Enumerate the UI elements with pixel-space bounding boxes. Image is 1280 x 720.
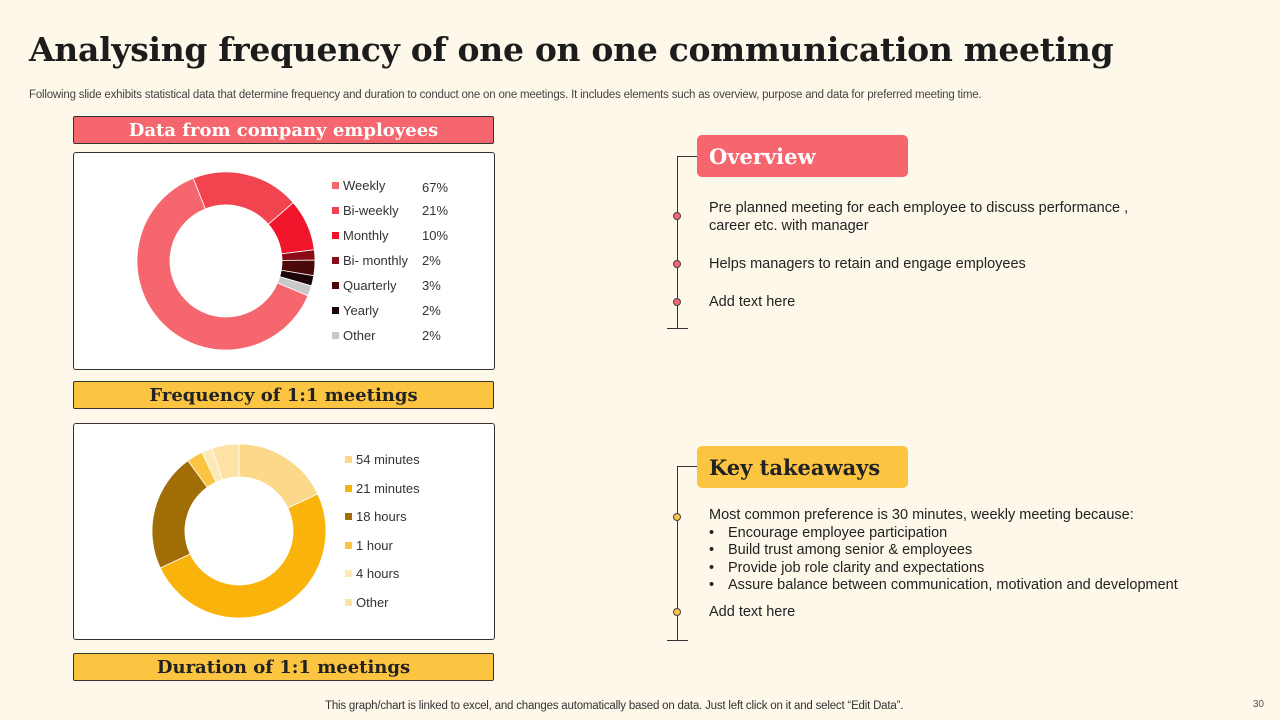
legend-label: Other	[343, 328, 376, 343]
donut-slice-other[interactable]	[211, 443, 240, 481]
legend-label: Other	[356, 595, 389, 610]
frequency-legend: Weekly 67% Bi-weekly 21% Monthly 10% Bi- month…	[74, 153, 494, 369]
legend-item: Monthly	[332, 228, 389, 243]
overview-connector	[677, 156, 698, 157]
takeaways-heading: Key takeaways	[697, 446, 908, 488]
legend-swatch	[332, 182, 339, 189]
duration-donut-chart[interactable]	[74, 424, 494, 639]
legend-swatch	[332, 257, 339, 264]
legend-item: Bi-weekly	[332, 203, 399, 218]
data-label: 2%	[422, 328, 441, 343]
legend-swatch	[332, 307, 339, 314]
legend-item: Weekly	[332, 178, 385, 193]
page-number: 30	[1252, 699, 1264, 710]
overview-bullet-dot	[673, 298, 681, 306]
legend-item: Other	[345, 595, 389, 610]
takeaways-bullet-dot	[673, 608, 681, 616]
takeaways-list: Most common preference is 30 minutes, we…	[709, 507, 1178, 595]
takeaways-intro: Most common preference is 30 minutes, we…	[709, 507, 1134, 523]
legend-label: Bi- monthly	[343, 253, 409, 268]
donut-slice-21-minutes[interactable]	[159, 493, 327, 619]
overview-bullet-dot	[673, 212, 681, 220]
legend-swatch	[345, 541, 352, 549]
overview-item: Add text here	[709, 294, 796, 310]
legend-item: Other	[332, 328, 376, 343]
legend-item: 54 minutes	[345, 452, 420, 467]
duration-chart-panel[interactable]: 54 minutes 21 minutes 18 hours 1 hour 4 hour…	[73, 423, 495, 640]
legend-item: 4 hours	[345, 566, 399, 581]
legend-label: 1 hour	[356, 537, 393, 553]
donut-slice-other[interactable]	[277, 276, 312, 297]
takeaways-bullet-dot	[673, 513, 681, 521]
legend-item: Quarterly	[332, 278, 396, 293]
legend-item: Yearly	[332, 303, 379, 318]
legend-swatch	[345, 456, 352, 463]
duration-legend: 54 minutes 21 minutes 18 hours 1 hour 4 hour…	[74, 424, 494, 639]
legend-label: Quarterly	[343, 278, 397, 293]
takeaways-bullet: • Encourage employee participation	[709, 524, 948, 541]
legend-swatch	[345, 513, 352, 521]
donut-slice-weekly[interactable]	[136, 177, 309, 351]
takeaways-bullet: • Assure balance between communication, m…	[709, 577, 1178, 594]
overview-timeline-end	[667, 328, 688, 329]
legend-label: 18 hours	[356, 509, 407, 525]
takeaways-timeline-end	[667, 640, 688, 641]
legend-swatch	[345, 599, 352, 606]
page-subtitle: Following slide exhibits statistical dat…	[29, 89, 982, 101]
legend-swatch	[332, 282, 339, 289]
overview-item: Pre planned meeting for each employee to…	[709, 200, 1129, 234]
legend-item: 1 hour	[345, 538, 393, 553]
data-label: 21%	[422, 203, 449, 218]
takeaways-last-item: Add text here	[709, 604, 796, 620]
legend-label: 4 hours	[356, 566, 400, 582]
data-label: 2%	[422, 303, 441, 318]
overview-timeline	[677, 156, 678, 328]
data-label: 10%	[422, 228, 449, 243]
page-title: Analysing frequency of one on one commun…	[29, 30, 1114, 69]
overview-bullet-dot	[673, 260, 681, 268]
data-label: 2%	[422, 253, 441, 268]
legend-swatch	[332, 207, 339, 214]
legend-swatch	[345, 484, 352, 492]
legend-label: Yearly	[343, 303, 379, 318]
data-label: 3%	[422, 278, 441, 293]
legend-swatch	[345, 570, 352, 578]
legend-label: Bi-weekly	[343, 203, 399, 218]
legend-item: Bi- monthly	[332, 253, 408, 268]
footer-note: This graph/chart is linked to excel, and…	[325, 700, 904, 712]
frequency-chart-panel[interactable]: Weekly 67% Bi-weekly 21% Monthly 10% Bi- month…	[73, 152, 495, 370]
takeaways-bullet: • Build trust among senior & employees	[709, 542, 973, 559]
overview-item: Helps managers to retain and engage empl…	[709, 256, 1026, 272]
frequency-donut-chart[interactable]	[74, 153, 494, 369]
overview-heading: Overview	[697, 135, 908, 177]
legend-label: 54 minutes	[356, 452, 420, 467]
legend-label: Weekly	[343, 178, 386, 193]
legend-swatch	[332, 332, 339, 339]
takeaways-connector	[677, 466, 698, 467]
legend-label: Monthly	[343, 228, 389, 243]
section-label-frequency: Frequency of 1:1 meetings	[73, 381, 494, 409]
legend-item: 21 minutes	[345, 481, 420, 496]
legend-swatch	[332, 232, 339, 239]
legend-item: 18 hours	[345, 509, 407, 524]
takeaways-timeline	[677, 466, 678, 640]
legend-label: 21 minutes	[356, 480, 420, 496]
section-label-duration: Duration of 1:1 meetings	[73, 653, 494, 681]
data-label: 67%	[422, 180, 449, 195]
section-header-employees: Data from company employees	[73, 116, 494, 144]
takeaways-bullet: • Provide job role clarity and expectatio…	[709, 559, 985, 576]
